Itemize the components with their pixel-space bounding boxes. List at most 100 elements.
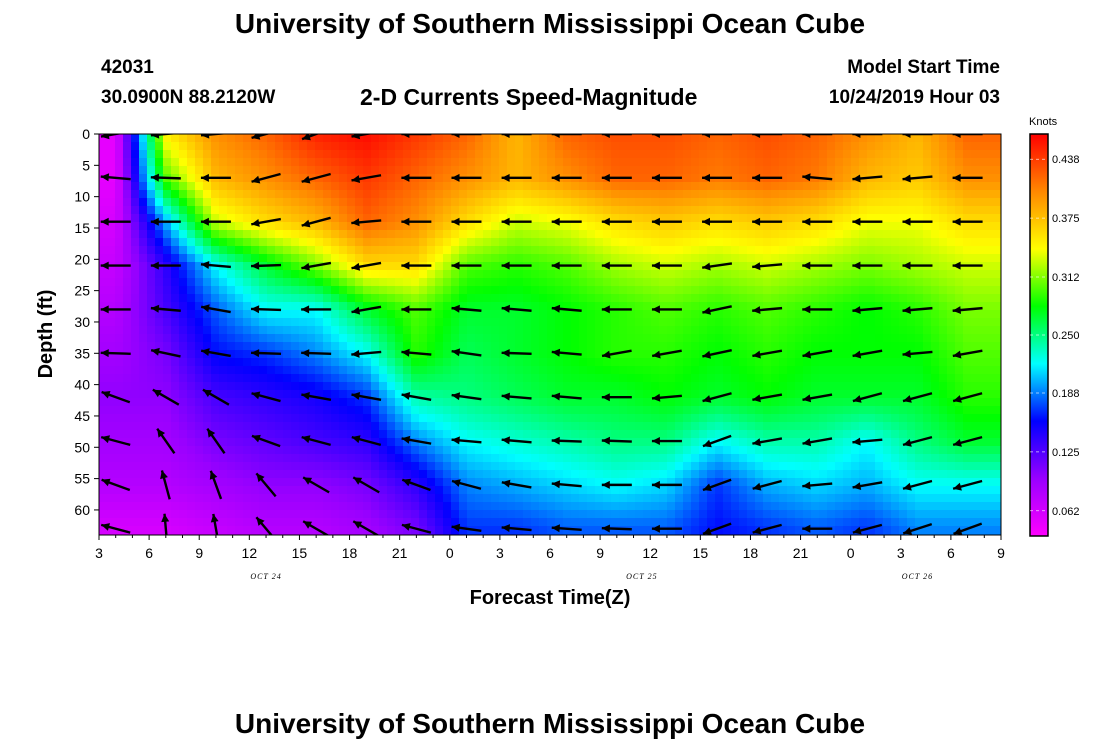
- heatmap-cell: [395, 222, 404, 231]
- heatmap-cell: [267, 238, 276, 247]
- heatmap-cell: [803, 294, 812, 303]
- heatmap-cell: [283, 342, 292, 351]
- heatmap-cell: [819, 334, 828, 343]
- heatmap-cell: [643, 142, 652, 151]
- heatmap-cell: [835, 310, 844, 319]
- heatmap-cell: [827, 158, 836, 167]
- heatmap-cell: [155, 350, 164, 359]
- heatmap-cell: [259, 158, 268, 167]
- heatmap-cell: [571, 510, 580, 519]
- heatmap-cell: [99, 198, 108, 207]
- heatmap-cell: [875, 454, 884, 463]
- heatmap-cell: [531, 414, 540, 423]
- heatmap-cell: [611, 454, 620, 463]
- heatmap-cell: [835, 398, 844, 407]
- heatmap-cell: [851, 390, 860, 399]
- heatmap-cell: [595, 510, 604, 519]
- heatmap-cell: [843, 414, 852, 423]
- heatmap-cell: [179, 526, 188, 535]
- heatmap-cell: [155, 422, 164, 431]
- heatmap-cell: [315, 182, 324, 191]
- heatmap-cell: [683, 342, 692, 351]
- heatmap-cell: [523, 318, 532, 327]
- heatmap-cell: [411, 486, 420, 495]
- heatmap-cell: [539, 246, 548, 255]
- heatmap-cell: [755, 246, 764, 255]
- heatmap-cell: [571, 486, 580, 495]
- heatmap-cell: [779, 518, 788, 527]
- heatmap-cell: [171, 246, 180, 255]
- heatmap-cell: [379, 486, 388, 495]
- heatmap-cell: [755, 518, 764, 527]
- heatmap-cell: [299, 502, 308, 511]
- heatmap-cell: [123, 294, 132, 303]
- heatmap-cell: [603, 230, 612, 239]
- heatmap-cell: [595, 406, 604, 415]
- heatmap-cell: [395, 214, 404, 223]
- heatmap-cell: [323, 286, 332, 295]
- heatmap-cell: [667, 462, 676, 471]
- heatmap-cell: [691, 502, 700, 511]
- heatmap-cell: [715, 382, 724, 391]
- heatmap-cell: [371, 350, 380, 359]
- heatmap-cell: [483, 214, 492, 223]
- heatmap-cell: [547, 270, 556, 279]
- heatmap-cell: [227, 374, 236, 383]
- heatmap-cell: [795, 190, 804, 199]
- heatmap-cell: [675, 398, 684, 407]
- heatmap-cell: [731, 182, 740, 191]
- heatmap-cell: [763, 366, 772, 375]
- heatmap-cell: [731, 510, 740, 519]
- heatmap-cell: [827, 246, 836, 255]
- heatmap-cell: [195, 526, 204, 535]
- heatmap-cell: [787, 518, 796, 527]
- heatmap-cell: [843, 142, 852, 151]
- heatmap-cell: [763, 270, 772, 279]
- heatmap-cell: [227, 446, 236, 455]
- heatmap-cell: [739, 310, 748, 319]
- heatmap-cell: [459, 334, 468, 343]
- heatmap-cell: [835, 470, 844, 479]
- heatmap-cell: [275, 510, 284, 519]
- heatmap-cell: [643, 150, 652, 159]
- heatmap-cell: [123, 454, 132, 463]
- heatmap-cell: [803, 214, 812, 223]
- heatmap-cell: [763, 502, 772, 511]
- heatmap-cell: [851, 518, 860, 527]
- heatmap-cell: [307, 278, 316, 287]
- heatmap-cell: [275, 342, 284, 351]
- heatmap-cell: [99, 270, 108, 279]
- heatmap-cell: [115, 222, 124, 231]
- heatmap-cell: [611, 246, 620, 255]
- heatmap-cell: [507, 318, 516, 327]
- heatmap-cell: [163, 502, 172, 511]
- heatmap-cell: [699, 446, 708, 455]
- heatmap-cell: [403, 278, 412, 287]
- heatmap-cell: [699, 494, 708, 503]
- heatmap-cell: [851, 166, 860, 175]
- heatmap-cell: [107, 382, 116, 391]
- heatmap-cell: [347, 358, 356, 367]
- heatmap-cell: [811, 246, 820, 255]
- heatmap-cell: [203, 502, 212, 511]
- heatmap-cell: [555, 230, 564, 239]
- heatmap-cell: [211, 502, 220, 511]
- heatmap-cell: [651, 230, 660, 239]
- heatmap-cell: [363, 430, 372, 439]
- heatmap-cell: [819, 358, 828, 367]
- heatmap-cell: [859, 374, 868, 383]
- heatmap-cell: [755, 382, 764, 391]
- heatmap-cell: [355, 246, 364, 255]
- heatmap-cell: [619, 134, 628, 143]
- heatmap-cell: [787, 246, 796, 255]
- heatmap-cell: [779, 254, 788, 263]
- heatmap-cell: [779, 230, 788, 239]
- heatmap-cell: [851, 270, 860, 279]
- heatmap-cell: [483, 446, 492, 455]
- heatmap-cell: [459, 502, 468, 511]
- heatmap-cell: [275, 190, 284, 199]
- heatmap-cell: [243, 486, 252, 495]
- heatmap-cell: [715, 302, 724, 311]
- heatmap-cell: [131, 478, 140, 487]
- heatmap-cell: [771, 430, 780, 439]
